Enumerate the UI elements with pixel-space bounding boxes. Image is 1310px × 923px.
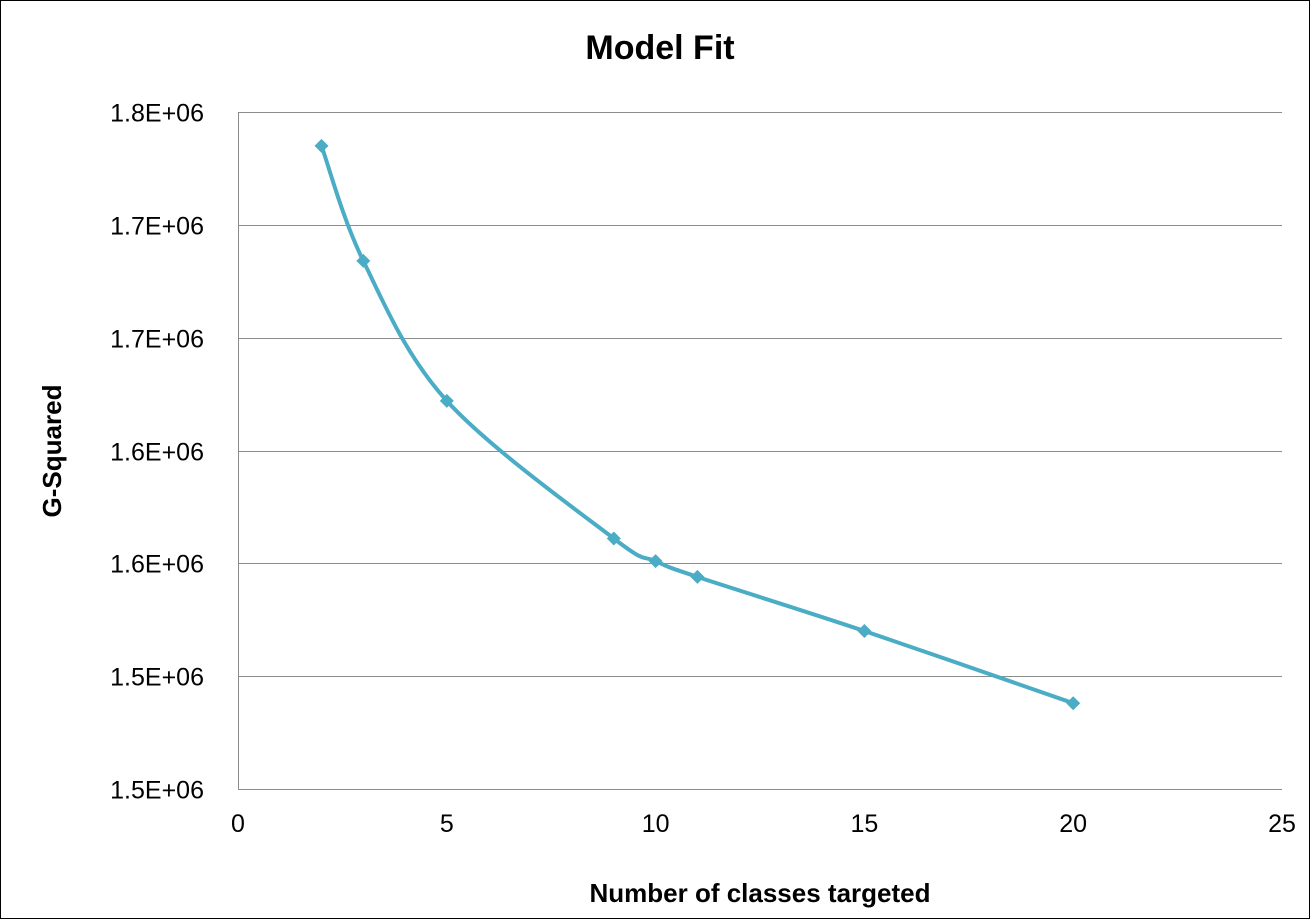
chart-title: Model Fit (585, 29, 734, 67)
axes (238, 112, 1282, 790)
y-tick-label: 1.6E+06 (110, 439, 204, 467)
series-line (319, 143, 1076, 706)
x-tick-label: 10 (642, 810, 670, 838)
y-tick-label: 1.5E+06 (110, 664, 204, 692)
x-tick-label: 20 (1059, 810, 1087, 838)
gridlines (238, 112, 1282, 677)
y-tick-label: 1.7E+06 (110, 213, 204, 241)
data-point-marker (606, 531, 621, 546)
x-tick-label: 5 (440, 810, 454, 838)
y-tick-label: 1.5E+06 (110, 777, 204, 805)
series-layer (314, 138, 1081, 711)
y-axis-title: G-Squared (37, 385, 67, 518)
data-point-marker (690, 569, 705, 584)
y-tick-labels: 1.5E+06 1.5E+06 1.6E+06 1.6E+06 1.7E+06 1.7E+… (110, 100, 204, 805)
data-point-marker (314, 138, 329, 153)
x-tick-label: 25 (1268, 810, 1296, 838)
x-tick-label: 15 (850, 810, 878, 838)
data-point-marker (1066, 696, 1081, 711)
data-point-marker (857, 624, 872, 638)
y-tick-label: 1.7E+06 (110, 326, 204, 354)
data-point-marker (439, 393, 454, 408)
x-tick-labels: 0 5 10 15 20 25 (231, 810, 1296, 838)
x-axis-title: Number of classes targeted (589, 878, 930, 908)
x-tick-label: 0 (231, 810, 245, 838)
y-tick-label: 1.6E+06 (110, 551, 204, 579)
y-tick-label: 1.8E+06 (110, 100, 204, 128)
data-point-marker (356, 253, 371, 268)
data-point-marker (648, 554, 663, 569)
